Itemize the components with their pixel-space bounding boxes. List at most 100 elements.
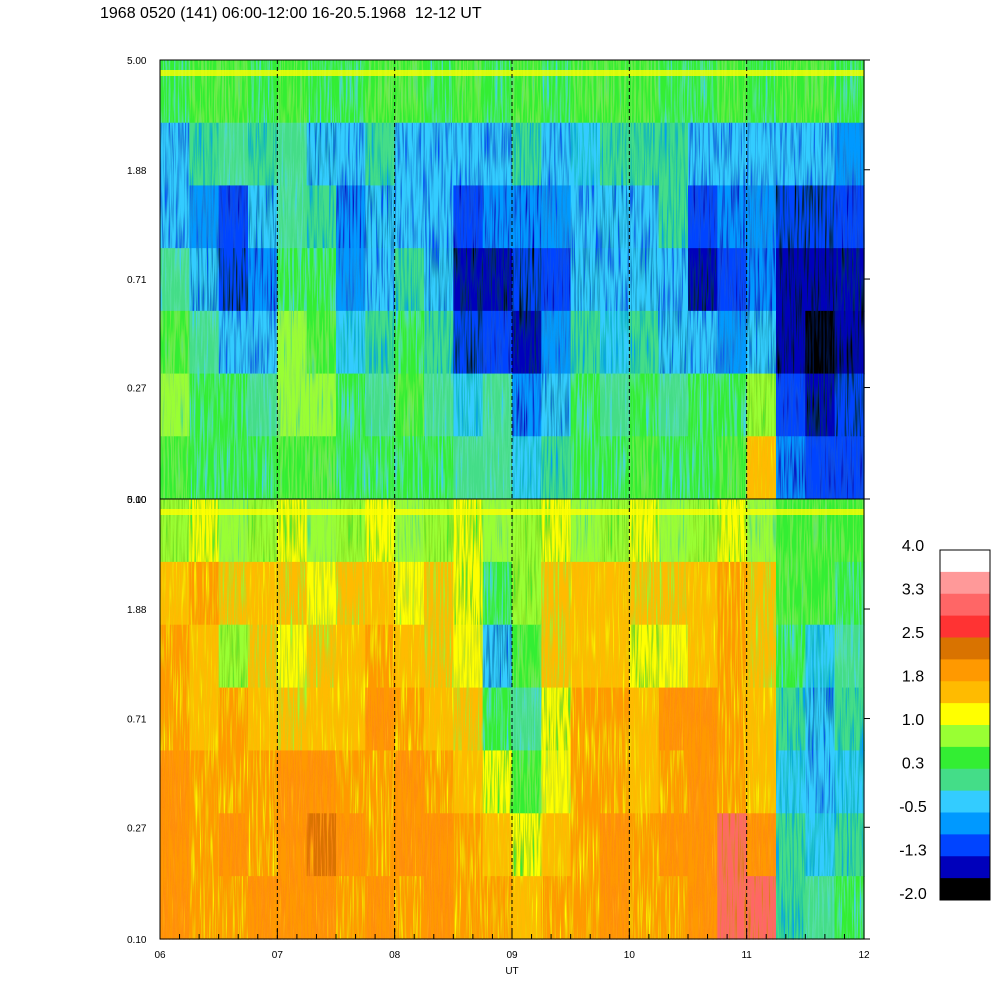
- heatmap-texture-cell: [160, 561, 190, 626]
- heatmap-texture-cell: [306, 122, 337, 187]
- heatmap-texture-cell: [658, 310, 689, 375]
- heatmap-texture-cell: [629, 436, 660, 500]
- heatmap-texture-cell: [482, 373, 513, 437]
- heatmap-texture-cell: [160, 248, 190, 312]
- heatmap-texture-cell: [629, 499, 660, 563]
- heatmap-texture-cell: [218, 248, 249, 312]
- heatmap-texture-cell: [570, 499, 601, 563]
- heatmap-texture-cell: [805, 310, 836, 375]
- heatmap-texture-cell: [805, 373, 836, 437]
- x-tick-label: 10: [624, 950, 636, 961]
- heatmap-texture-cell: [541, 248, 572, 312]
- heatmap-texture-cell: [277, 185, 308, 249]
- heatmap-texture-cell: [570, 60, 601, 124]
- heatmap-texture-cell: [600, 750, 630, 814]
- heatmap-texture-cell: [805, 185, 836, 249]
- heatmap-texture-cell: [717, 310, 748, 375]
- y-tick-label: 5.00: [127, 495, 147, 506]
- y-tick-label: 5.00: [127, 56, 147, 67]
- heatmap-texture-cell: [218, 122, 249, 187]
- heatmap-texture-cell: [746, 373, 777, 437]
- heatmap-texture-cell: [336, 499, 366, 563]
- heatmap-texture-cell: [218, 310, 249, 375]
- heatmap-texture-cell: [834, 436, 865, 500]
- heatmap-texture-cell: [688, 373, 718, 437]
- heatmap-texture-cell: [834, 750, 865, 814]
- heatmap-texture-cell: [629, 60, 660, 124]
- heatmap-texture-cell: [482, 876, 513, 940]
- heatmap-texture-cell: [658, 561, 689, 626]
- heatmap-texture-cell: [512, 687, 542, 752]
- colorbar-frame: [939, 549, 991, 901]
- heatmap-texture-cell: [600, 876, 630, 940]
- heatmap-texture-cell: [424, 122, 454, 187]
- heatmap-texture-cell: [776, 624, 806, 689]
- heatmap-texture-cell: [512, 876, 542, 940]
- heatmap-texture-cell: [776, 499, 806, 563]
- heatmap-texture-cell: [306, 436, 337, 500]
- heatmap-texture-cell: [160, 122, 190, 187]
- heatmap-texture-cell: [277, 310, 308, 375]
- heatmap-texture-cell: [541, 813, 572, 877]
- heatmap-texture-cell: [218, 561, 249, 626]
- heatmap-texture-cell: [277, 373, 308, 437]
- heatmap-texture-cell: [424, 60, 454, 124]
- heatmap-texture-cell: [482, 561, 513, 626]
- axes: 5.001.880.710.270.105.001.880.710.270.10…: [127, 56, 870, 977]
- y-tick-label: 1.88: [127, 605, 147, 616]
- heatmap-texture-cell: [482, 499, 513, 563]
- colorbar-swatch: [940, 571, 990, 595]
- heatmap-texture-cell: [600, 499, 630, 563]
- heatmap-texture-cell: [717, 248, 748, 312]
- heatmap-texture-cell: [424, 876, 454, 940]
- heatmap-texture-cell: [160, 373, 190, 437]
- y-tick-label: 0.27: [127, 384, 147, 395]
- heatmap-texture-cell: [776, 561, 806, 626]
- x-tick-label: 11: [741, 950, 752, 961]
- colorbar-swatch: [940, 812, 990, 835]
- heatmap-texture-cell: [512, 248, 542, 312]
- heatmap-texture-cell: [189, 373, 220, 437]
- x-tick-label: 12: [858, 950, 870, 961]
- heatmap-texture-cell: [482, 687, 513, 752]
- heatmap-texture-cell: [248, 687, 278, 752]
- heatmap-texture-cell: [424, 373, 454, 437]
- heatmap-texture-cell: [306, 373, 337, 437]
- colorbar-swatch: [940, 746, 990, 770]
- heatmap-texture-cell: [336, 310, 366, 375]
- heatmap-texture-cell: [365, 185, 396, 249]
- heatmap-texture-cell: [834, 310, 865, 375]
- heatmap-texture-cell: [717, 813, 748, 877]
- heatmap-texture-cell: [248, 561, 278, 626]
- heatmap-texture-cell: [394, 624, 425, 689]
- heatmap-texture-cell: [717, 876, 748, 940]
- heatmap-texture-cell: [541, 122, 572, 187]
- x-tick-label: 08: [389, 950, 401, 961]
- heatmap-texture-cell: [248, 499, 278, 563]
- heatmap-texture-cell: [541, 687, 572, 752]
- heatmap-texture-cell: [218, 750, 249, 814]
- colorbar-swatch: [940, 878, 990, 901]
- heatmap-texture-cell: [424, 310, 454, 375]
- heatmap-texture-cell: [424, 624, 454, 689]
- heatmap-texture-cell: [277, 60, 308, 124]
- heatmap-texture-cell: [746, 813, 777, 877]
- heatmap-texture-cell: [746, 499, 777, 563]
- heatmap-texture-cell: [746, 122, 777, 187]
- heatmap-texture-cell: [453, 310, 484, 375]
- heatmap-texture-cell: [306, 813, 337, 877]
- heatmap-texture-cell: [541, 310, 572, 375]
- heatmap-texture-cell: [717, 499, 748, 563]
- heatmap-texture-cell: [189, 436, 220, 500]
- heatmap-texture-cell: [424, 185, 454, 249]
- heatmap-texture-cell: [453, 750, 484, 814]
- heatmap-texture-cell: [570, 436, 601, 500]
- heatmap-texture-cell: [688, 122, 718, 187]
- heatmap-texture-cell: [453, 813, 484, 877]
- heatmap-texture-cell: [688, 876, 718, 940]
- heatmap-texture-cell: [336, 60, 366, 124]
- colorbar-swatch: [940, 790, 990, 813]
- heatmap-texture-cell: [453, 876, 484, 940]
- heatmap-texture-cell: [805, 687, 836, 752]
- colorbar-label: 2.5: [902, 625, 924, 642]
